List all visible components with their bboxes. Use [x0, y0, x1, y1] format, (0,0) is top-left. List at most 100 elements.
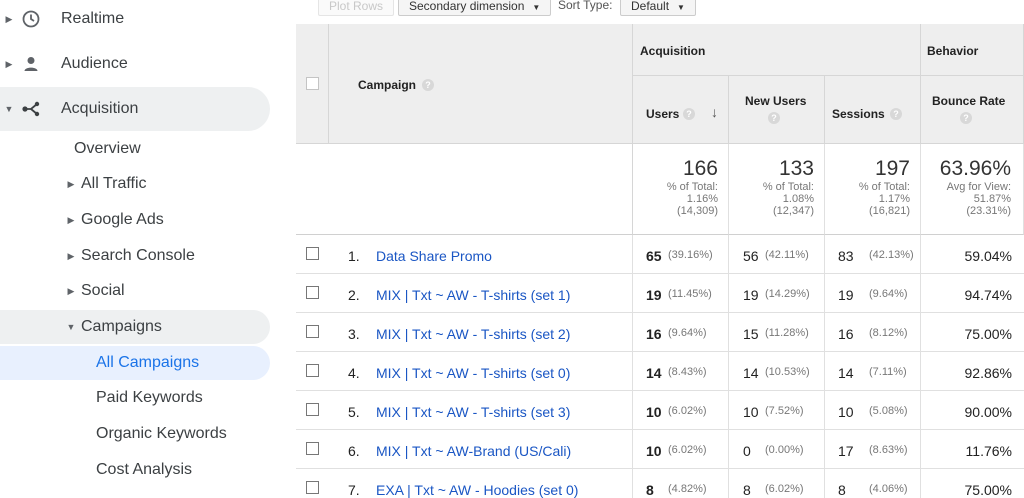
new-users-percent: (0.00%) — [765, 444, 804, 456]
select-all-checkbox[interactable] — [306, 77, 319, 90]
bounce-rate-value: 90.00% — [964, 404, 1012, 420]
totals-bounce-rate-l2: 51.87% — [973, 193, 1011, 205]
nav-overview-label: Overview — [74, 140, 141, 157]
sessions-cell: 83 (42.13%) — [825, 235, 921, 274]
sort-type-dropdown[interactable]: Default ▼ — [620, 0, 696, 16]
totals-sessions-value: 197 — [874, 157, 910, 180]
sessions-percent: (8.63%) — [869, 444, 908, 456]
nav-cost-analysis[interactable]: Cost Analysis — [0, 453, 270, 487]
bounce-rate-value: 59.04% — [964, 248, 1012, 264]
sessions-percent: (5.08%) — [869, 405, 908, 417]
users-cell: 16 (9.64%) — [633, 313, 729, 352]
header-checkbox-cell — [296, 24, 329, 144]
nav-search-console[interactable]: ▶ Search Console — [0, 239, 270, 273]
sessions-cell: 10 (5.08%) — [825, 391, 921, 430]
row-checkbox[interactable] — [306, 325, 319, 338]
col-bounce-rate-header[interactable]: Bounce Rate ? — [921, 76, 1024, 144]
sort-descending-icon: ↓ — [711, 104, 718, 120]
help-icon[interactable]: ? — [422, 79, 434, 91]
new-users-percent: (42.11%) — [765, 249, 809, 261]
row-checkbox[interactable] — [306, 247, 319, 260]
nav-google-ads-label: Google Ads — [81, 211, 164, 228]
row-checkbox[interactable] — [306, 286, 319, 299]
row-checkbox[interactable] — [306, 403, 319, 416]
col-users-header[interactable]: Users ? ↓ — [633, 76, 729, 144]
campaign-link[interactable]: EXA | Txt ~ AW - Hoodies (set 0) — [376, 482, 579, 498]
col-new-users-header[interactable]: New Users ? — [729, 76, 825, 144]
nav-campaigns-label: Campaigns — [81, 318, 162, 335]
row-checkbox[interactable] — [306, 364, 319, 377]
totals-bounce-rate: 63.96% Avg for View: 51.87% (23.31%) — [921, 144, 1024, 235]
campaign-link[interactable]: MIX | Txt ~ AW - T-shirts (set 0) — [376, 365, 571, 381]
help-icon[interactable]: ? — [768, 112, 780, 124]
nav-audience[interactable]: ▶ Audience — [0, 42, 270, 86]
new-users-value: 19 — [743, 287, 759, 303]
bounce-rate-cell: 11.76% — [921, 430, 1024, 469]
bounce-rate-value: 75.00% — [964, 482, 1012, 498]
table-row: 6. MIX | Txt ~ AW-Brand (US/Cali) 10 (6.… — [296, 430, 1024, 469]
users-percent: (8.43%) — [668, 366, 707, 378]
users-cell: 19 (11.45%) — [633, 274, 729, 313]
nav-organic-keywords-label: Organic Keywords — [96, 425, 227, 442]
nav-campaigns[interactable]: ▼ Campaigns — [0, 310, 270, 344]
nav-audience-label: Audience — [61, 55, 128, 72]
table-row: 5. MIX | Txt ~ AW - T-shirts (set 3) 10 … — [296, 391, 1024, 430]
campaign-link[interactable]: MIX | Txt ~ AW-Brand (US/Cali) — [376, 443, 572, 459]
users-percent: (6.02%) — [668, 444, 707, 456]
help-icon[interactable]: ? — [890, 108, 902, 120]
users-cell: 8 (4.82%) — [633, 469, 729, 498]
row-number: 3. — [348, 326, 360, 342]
users-percent: (4.82%) — [668, 483, 707, 495]
sessions-cell: 14 (7.11%) — [825, 352, 921, 391]
users-cell: 10 (6.02%) — [633, 391, 729, 430]
nav-cost-analysis-label: Cost Analysis — [96, 461, 193, 478]
nav-google-ads[interactable]: ▶ Google Ads — [0, 203, 270, 237]
row-checkbox[interactable] — [306, 481, 319, 494]
help-icon[interactable]: ? — [960, 112, 972, 124]
users-value: 16 — [646, 326, 662, 342]
users-cell: 14 (8.43%) — [633, 352, 729, 391]
plot-rows-button[interactable]: Plot Rows — [318, 0, 395, 16]
nav-realtime[interactable]: ▶ Realtime — [0, 0, 270, 41]
row-checkbox[interactable] — [306, 442, 319, 455]
totals-new-users-l1: % of Total: — [762, 181, 814, 193]
campaign-link[interactable]: MIX | Txt ~ AW - T-shirts (set 3) — [376, 404, 571, 420]
campaign-cell: 1. Data Share Promo — [296, 235, 633, 274]
sessions-value: 16 — [838, 326, 854, 342]
new-users-percent: (11.28%) — [765, 327, 809, 339]
row-number: 4. — [348, 365, 360, 381]
new-users-cell: 0 (0.00%) — [729, 430, 825, 469]
nav-overview[interactable]: Overview — [0, 132, 270, 166]
campaign-cell: 7. EXA | Txt ~ AW - Hoodies (set 0) — [296, 469, 633, 498]
nav-organic-keywords[interactable]: Organic Keywords — [0, 417, 270, 451]
new-users-percent: (14.29%) — [765, 288, 810, 300]
bounce-rate-value: 11.76% — [965, 443, 1012, 459]
new-users-value: 15 — [743, 326, 759, 342]
bounce-rate-cell: 94.74% — [921, 274, 1024, 313]
nav-acquisition[interactable]: ▼ Acquisition — [0, 87, 270, 131]
new-users-cell: 8 (6.02%) — [729, 469, 825, 498]
help-icon[interactable]: ? — [683, 108, 695, 120]
sessions-value: 10 — [838, 404, 854, 420]
nav-all-campaigns[interactable]: All Campaigns — [0, 346, 270, 380]
report-toolbar: Plot Rows Secondary dimension ▼ Sort Type… — [296, 0, 1024, 18]
nav-all-traffic[interactable]: ▶ All Traffic — [0, 167, 270, 201]
sessions-value: 19 — [838, 287, 854, 303]
campaign-link[interactable]: MIX | Txt ~ AW - T-shirts (set 1) — [376, 287, 571, 303]
secondary-dimension-dropdown[interactable]: Secondary dimension ▼ — [398, 0, 552, 16]
new-users-cell: 56 (42.11%) — [729, 235, 825, 274]
sessions-percent: (8.12%) — [869, 327, 908, 339]
totals-bounce-rate-l3: (23.31%) — [966, 205, 1011, 217]
table-row: 2. MIX | Txt ~ AW - T-shirts (set 1) 19 … — [296, 274, 1024, 313]
nav-all-traffic-label: All Traffic — [81, 175, 147, 192]
new-users-value: 10 — [743, 404, 759, 420]
header-campaign-cell: Campaign ? — [329, 24, 633, 144]
nav-paid-keywords[interactable]: Paid Keywords — [0, 381, 270, 415]
nav-social[interactable]: ▶ Social — [0, 274, 270, 308]
sessions-cell: 8 (4.06%) — [825, 469, 921, 498]
col-sessions-header[interactable]: Sessions ? — [825, 76, 921, 144]
campaign-link[interactable]: Data Share Promo — [376, 248, 492, 264]
campaign-link[interactable]: MIX | Txt ~ AW - T-shirts (set 2) — [376, 326, 571, 342]
table-row: 4. MIX | Txt ~ AW - T-shirts (set 0) 14 … — [296, 352, 1024, 391]
caret-right-icon: ▶ — [67, 178, 75, 189]
